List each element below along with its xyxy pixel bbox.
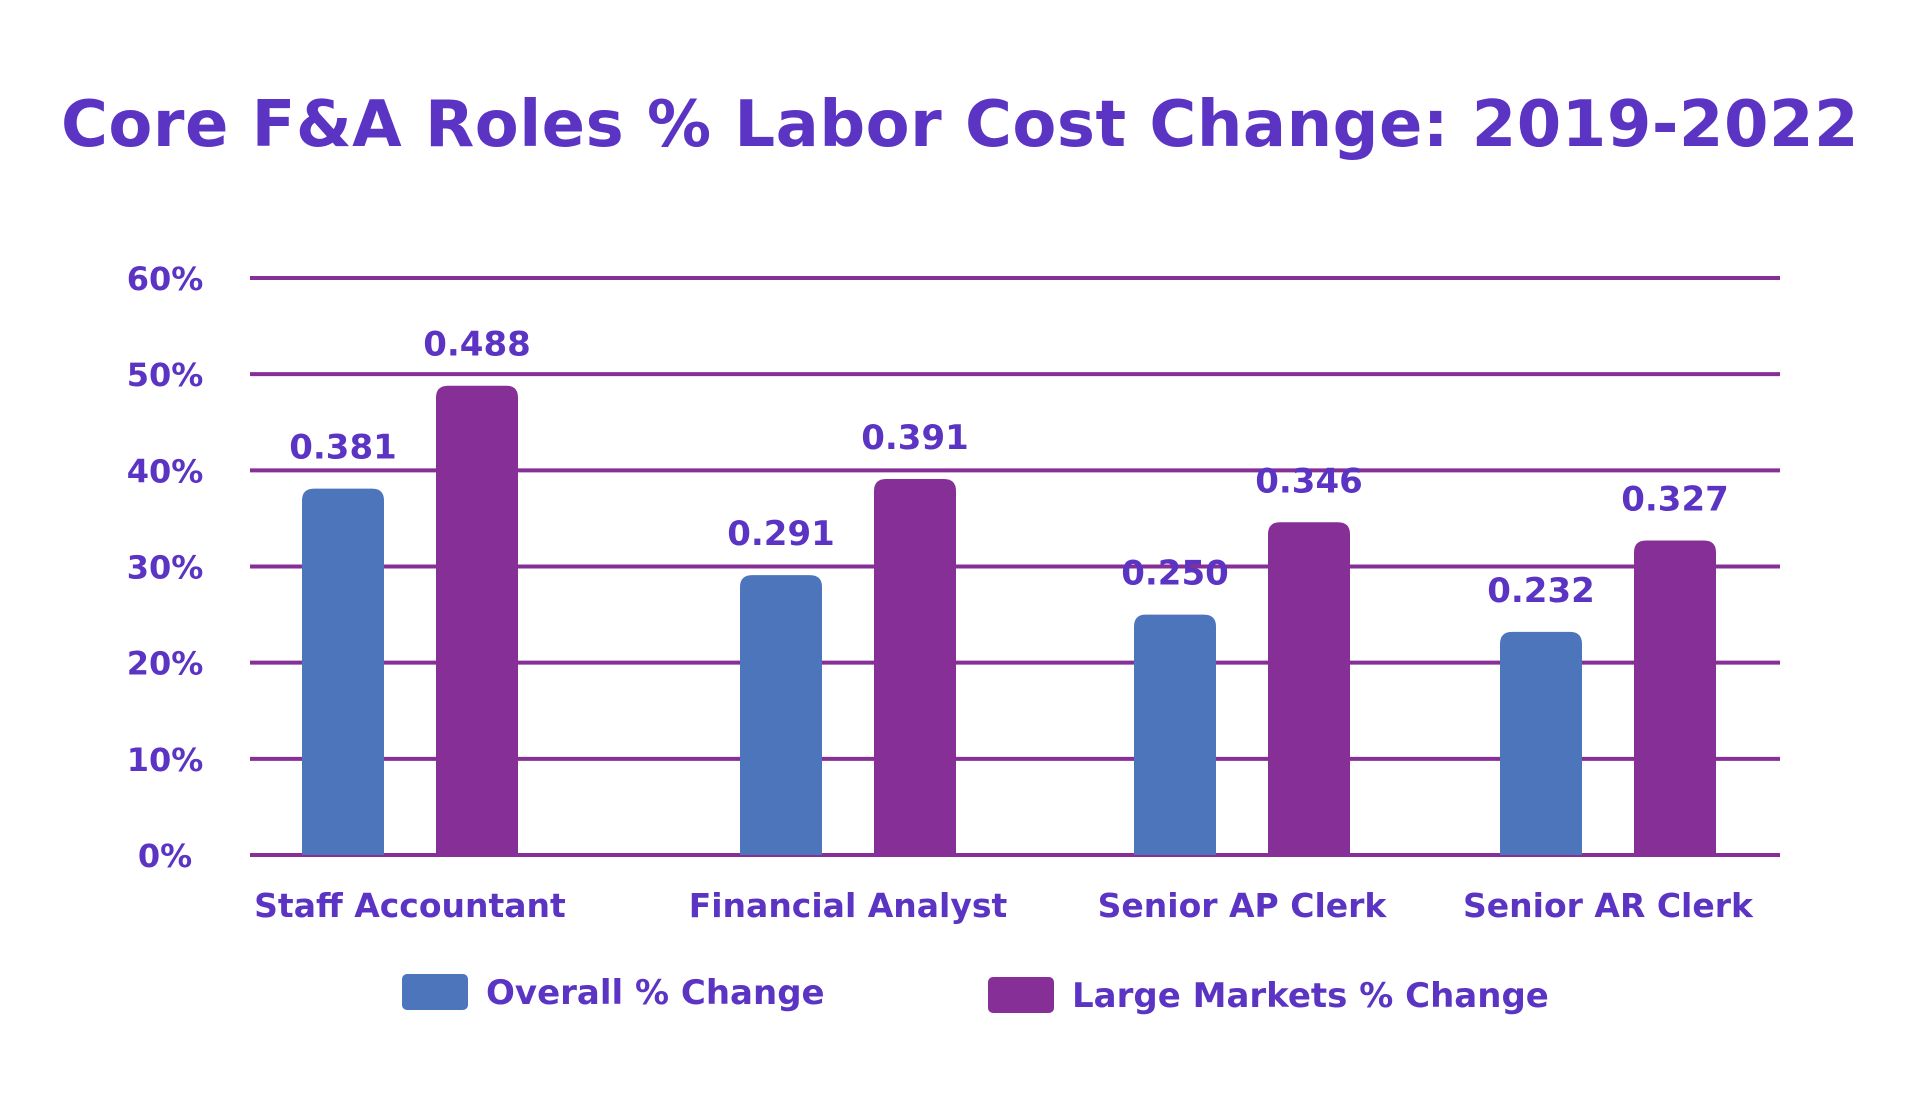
legend: Overall % Change Large Markets % Change (402, 973, 1549, 1016)
y-tick-label: 30% (127, 549, 204, 587)
chart-title: Core F&A Roles % Labor Cost Change: 2019… (60, 88, 1860, 162)
bar-overall-change-financial-analyst (740, 575, 822, 855)
data-labels: 0.381 0.488 0.291 0.391 0.250 0.346 0.232 0.327 (289, 325, 1729, 611)
data-label: 0.291 (727, 514, 835, 554)
category-label: Senior AP Clerk (1098, 886, 1388, 925)
y-tick-label: 10% (127, 741, 204, 779)
x-axis-categories: Staff Accountant Financial Analyst Senior … (254, 886, 1754, 925)
legend-swatch (402, 974, 468, 1010)
data-label: 0.391 (861, 418, 969, 458)
y-tick-label: 50% (127, 356, 204, 394)
bar-overall-change-senior-ar-clerk (1500, 631, 1582, 855)
y-tick-label: 20% (127, 645, 204, 683)
bars (302, 385, 1716, 855)
bar-overall-change-staff-accountant (302, 488, 384, 855)
y-axis-ticks: 0% 10% 20% 30% 40% 50% 60% (127, 260, 204, 875)
data-label: 0.250 (1121, 554, 1229, 594)
bar-overall-change-senior-ap-clerk (1134, 614, 1216, 855)
bar-large-markets-change-financial-analyst (874, 478, 956, 855)
bar-large-markets-change-senior-ar-clerk (1634, 540, 1716, 855)
category-label: Financial Analyst (689, 886, 1008, 925)
legend-label: Overall % Change (486, 973, 825, 1013)
data-label: 0.381 (289, 428, 397, 468)
legend-label: Large Markets % Change (1072, 976, 1549, 1016)
y-tick-label: 40% (127, 452, 204, 490)
data-label: 0.346 (1255, 461, 1363, 501)
data-label: 0.232 (1487, 571, 1595, 611)
y-tick-label: 0% (138, 837, 192, 875)
bar-large-markets-change-senior-ap-clerk (1268, 522, 1350, 855)
category-label: Staff Accountant (254, 886, 566, 925)
data-label: 0.327 (1621, 480, 1729, 520)
legend-swatch (988, 977, 1054, 1013)
bar-large-markets-change-staff-accountant (436, 385, 518, 855)
category-label: Senior AR Clerk (1463, 886, 1754, 925)
y-tick-label: 60% (127, 260, 204, 298)
data-label: 0.488 (423, 325, 531, 365)
